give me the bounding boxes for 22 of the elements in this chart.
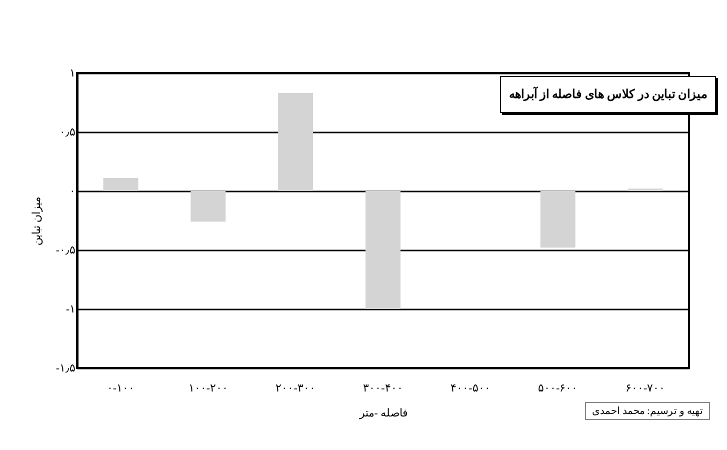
x-tick-label: ۶۰۰-۷۰۰ xyxy=(625,382,666,394)
x-tick-label: ۳۰۰-۴۰۰ xyxy=(363,382,403,394)
y-tick-label: ۰ xyxy=(70,186,76,198)
text: تهیه و ترسیم: محمد احمدی xyxy=(585,402,710,420)
y-axis-title: میزان تباین xyxy=(30,196,43,246)
bar xyxy=(366,191,400,309)
y-tick-label: -۰٫۵ xyxy=(56,244,76,256)
bar xyxy=(540,191,576,248)
bar xyxy=(190,191,226,222)
x-tick-label: ۴۰۰-۵۰۰ xyxy=(450,382,490,394)
annotation: میزان تباین در کلاس های فاصله از آبراهه xyxy=(500,76,716,113)
x-tick-label: ۱۰۰-۲۰۰ xyxy=(188,382,228,394)
bar xyxy=(103,178,138,191)
y-tick-label: -۱٫۵ xyxy=(56,362,76,374)
y-tick-label: ۰٫۵ xyxy=(60,126,76,138)
x-tick-label: ۰-۱۰۰ xyxy=(106,382,135,394)
x-tick-label: ۵۰۰-۶۰۰ xyxy=(538,382,578,394)
x-axis-title: فاصله -متر xyxy=(358,408,408,420)
y-tick-label: ۱ xyxy=(70,68,76,80)
y-tick-label: -۱ xyxy=(66,304,76,316)
bar xyxy=(278,93,314,191)
x-tick-label: ۲۰۰-۳۰۰ xyxy=(276,382,316,394)
